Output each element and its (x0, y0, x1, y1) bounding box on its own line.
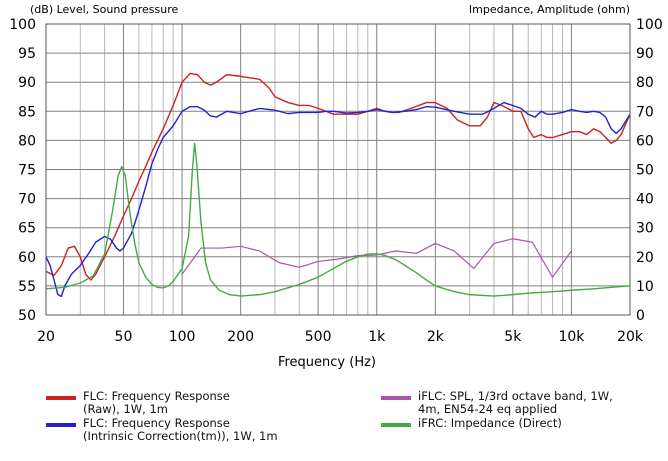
legend-label-spl: iFLC: SPL, 1/3rd octave band, 1W, 4m, EN… (418, 389, 613, 416)
left-tick-label: 50 (18, 308, 36, 324)
legend-label-intrinsic: FLC: Frequency Response (Intrinsic Corre… (83, 416, 278, 443)
legend-label-raw: FLC: Frequency Response (Raw), 1W, 1m (83, 389, 230, 416)
right-tick-label: 0 (636, 308, 645, 324)
left-tick-label: 70 (18, 192, 36, 208)
x-tick-label: 5k (504, 329, 522, 345)
series-impedance-line (45, 142, 631, 297)
x-tick-label: 10k (558, 329, 585, 345)
right-axis-label: Impedance, Amplitude (ohm) (469, 3, 630, 16)
right-tick-label: 80 (636, 75, 654, 91)
right-tick-label: 40 (636, 192, 654, 208)
x-tick-label: 500 (305, 329, 332, 345)
right-tick-label: 60 (636, 133, 654, 149)
x-tick-label: 200 (227, 329, 254, 345)
legend-item-impedance: iFRC: Impedance (Direct) (381, 417, 666, 433)
x-tick-label: 20k (617, 329, 644, 345)
right-tick-label: 10 (636, 279, 654, 295)
x-tick-label: 2k (427, 329, 445, 345)
plot-frame (45, 23, 631, 316)
left-tick-label: 75 (18, 163, 36, 179)
legend-item-raw: FLC: Frequency Response (Raw), 1W, 1m (46, 390, 366, 418)
series-spl-line (181, 238, 572, 278)
left-tick-label: 100 (9, 17, 36, 33)
grid (45, 23, 631, 316)
legend-item-intrinsic: FLC: Frequency Response (Intrinsic Corre… (46, 417, 366, 445)
x-tick-label: 1k (368, 329, 386, 345)
right-tick-label: 30 (636, 221, 654, 237)
series-raw-line (45, 72, 631, 281)
x-tick-label: 100 (169, 329, 196, 345)
left-tick-label: 95 (18, 46, 36, 62)
x-tick-label: 20 (37, 329, 55, 345)
right-tick-label: 70 (636, 104, 654, 120)
right-tick-label: 100 (636, 17, 663, 33)
legend-swatch-impedance (381, 423, 411, 427)
left-tick-label: 85 (18, 104, 36, 120)
x-axis-label: Frequency (Hz) (278, 355, 376, 370)
series-curves (45, 72, 631, 298)
left-tick-label: 55 (18, 279, 36, 295)
right-tick-label: 20 (636, 250, 654, 266)
series-intrinsic-line (45, 101, 631, 298)
left-tick-label: 90 (18, 75, 36, 91)
legend-swatch-intrinsic (46, 423, 76, 427)
left-tick-label: 60 (18, 250, 36, 266)
legend-item-spl: iFLC: SPL, 1/3rd octave band, 1W, 4m, EN… (381, 390, 666, 418)
left-tick-label: 65 (18, 221, 36, 237)
legend-swatch-spl (381, 396, 411, 400)
right-tick-label: 50 (636, 163, 654, 179)
x-tick-label: 50 (115, 329, 133, 345)
legend-label-impedance: iFRC: Impedance (Direct) (418, 416, 562, 430)
right-tick-label: 90 (636, 46, 654, 62)
axis-labels: 50 55 60 65 70 75 80 85 90 95 100 0 10 20 30 40 50 60 70 80… (9, 17, 662, 345)
left-axis-label: (dB) Level, Sound pressure (30, 3, 179, 16)
legend-swatch-raw (46, 396, 76, 400)
left-tick-label: 80 (18, 133, 36, 149)
